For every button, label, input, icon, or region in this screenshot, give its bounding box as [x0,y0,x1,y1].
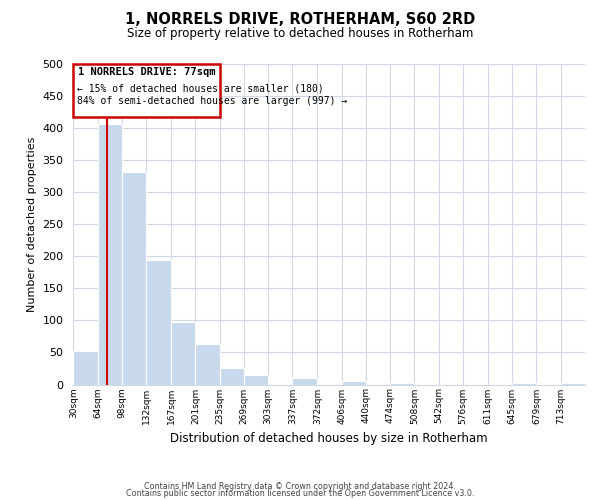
Text: Contains HM Land Registry data © Crown copyright and database right 2024.: Contains HM Land Registry data © Crown c… [144,482,456,491]
Bar [512,383,536,384]
Bar [171,322,196,384]
Text: ← 15% of detached houses are smaller (180): ← 15% of detached houses are smaller (18… [77,83,324,93]
Bar [73,64,220,116]
X-axis label: Distribution of detached houses by size in Rotherham: Distribution of detached houses by size … [170,432,488,445]
Y-axis label: Number of detached properties: Number of detached properties [27,136,37,312]
Bar [390,383,415,384]
Bar [122,172,146,384]
Bar [220,368,244,384]
Bar [244,375,268,384]
Bar [146,260,171,384]
Text: 1 NORRELS DRIVE: 77sqm: 1 NORRELS DRIVE: 77sqm [78,66,215,76]
Text: 1, NORRELS DRIVE, ROTHERHAM, S60 2RD: 1, NORRELS DRIVE, ROTHERHAM, S60 2RD [125,12,475,28]
Bar [196,344,220,385]
Text: Contains public sector information licensed under the Open Government Licence v3: Contains public sector information licen… [126,490,474,498]
Bar [561,383,585,384]
Bar [98,124,122,384]
Bar [341,382,366,384]
Text: Size of property relative to detached houses in Rotherham: Size of property relative to detached ho… [127,28,473,40]
Bar [292,378,317,384]
Bar [73,350,98,384]
Text: 84% of semi-detached houses are larger (997) →: 84% of semi-detached houses are larger (… [77,96,347,106]
